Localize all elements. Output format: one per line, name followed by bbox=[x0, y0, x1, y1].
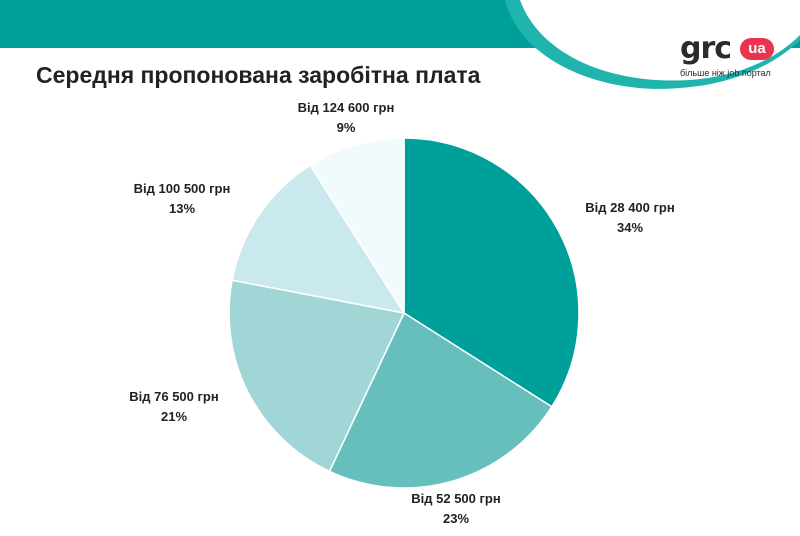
slice-label-1: Від 28 400 грн bbox=[585, 200, 674, 215]
slice-percent-2: 23% bbox=[443, 511, 469, 526]
slice-percent-3: 21% bbox=[161, 409, 187, 424]
slice-label-3: Від 76 500 грн bbox=[129, 389, 218, 404]
pie-slice-2 bbox=[328, 311, 553, 489]
logo-text: grc bbox=[680, 31, 732, 66]
chart-title: Середня пропонована заробітна плата bbox=[36, 62, 481, 88]
slice-label-4: Від 100 500 грн bbox=[134, 181, 231, 196]
pie-slice-5 bbox=[309, 137, 405, 316]
slice-percent-1: 34% bbox=[617, 220, 643, 235]
slice-label-5: Від 124 600 грн bbox=[298, 100, 395, 115]
logo-badge: ua bbox=[740, 38, 774, 60]
slice-label-2: Від 52 500 грн bbox=[411, 491, 500, 506]
pie-slice-3 bbox=[228, 279, 406, 473]
logo-tagline: більше ніж job портал bbox=[680, 68, 771, 78]
header-wave-decoration bbox=[505, 0, 800, 89]
pie-slice-4 bbox=[231, 164, 406, 315]
brand-logo[interactable]: grc ua більше ніж job портал bbox=[680, 34, 790, 84]
pie-slice-1 bbox=[403, 137, 580, 408]
slice-percent-5: 9% bbox=[337, 120, 356, 135]
slice-percent-4: 13% bbox=[169, 201, 195, 216]
